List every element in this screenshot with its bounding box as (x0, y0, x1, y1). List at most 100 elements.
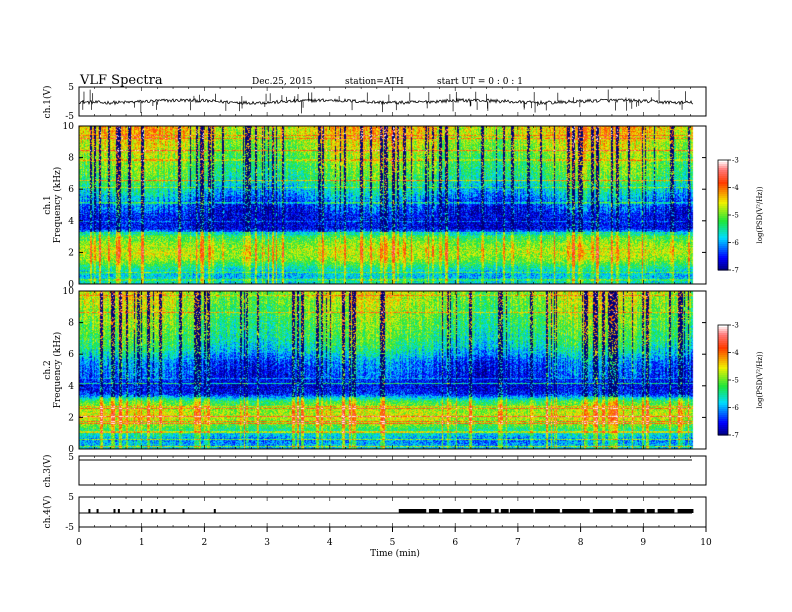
x-tick-label-7: 7 (515, 538, 521, 548)
ch2-colorbar-tick-label--5: -5 (732, 377, 739, 385)
ch2-colorbar-swatch (718, 419, 728, 422)
x-tick-label-1: 1 (139, 538, 145, 548)
ch1-colorbar-swatch (718, 160, 728, 163)
ch4-pulse (151, 509, 154, 513)
ch2-colorbar-swatch (718, 383, 728, 386)
ch4-pulse (500, 509, 509, 513)
ch2-colorbar-swatch (718, 409, 728, 412)
ch1-spec-ytick-label-2: 2 (68, 248, 74, 258)
ch2-colorbar-swatch (718, 359, 728, 362)
ch1-colorbar-swatch (718, 210, 728, 213)
ch1-colorbar-swatch (718, 264, 728, 267)
ch2-colorbar-swatch (718, 403, 728, 406)
ch2-colorbar-swatch (718, 395, 728, 398)
ch1-colorbar-swatch (718, 182, 728, 185)
ch2-colorbar-swatch (718, 335, 728, 338)
x-tick-label-0: 0 (76, 538, 82, 548)
ch1-ytick-top: 5 (68, 83, 74, 93)
ch4-ytick-bottom: -5 (65, 523, 74, 533)
ch1-colorbar-swatch (718, 188, 728, 191)
ch2-colorbar-swatch (718, 333, 728, 336)
ch2-colorbar-swatch (718, 415, 728, 418)
ch1-spec-ytick-label-4: 4 (68, 217, 74, 227)
ch1-colorbar-swatch (718, 218, 728, 221)
ch1-colorbar-swatch (718, 172, 728, 175)
ch1-colorbar-swatch (718, 244, 728, 247)
ch2-spec-ytick-label-2: 2 (68, 413, 74, 423)
ch1-colorbar-swatch (718, 222, 728, 225)
ch1-colorbar-swatch (718, 252, 728, 255)
ch2-colorbar-swatch (718, 377, 728, 380)
ch2-spectrogram-image (79, 291, 706, 449)
ch1-colorbar-swatch (718, 266, 728, 269)
x-tick-label-10: 10 (700, 538, 712, 548)
ch1-colorbar-tick-label--6: -6 (732, 239, 739, 247)
ch1-colorbar-swatch (718, 216, 728, 219)
ch1-voltage-ylabel: ch.1(V) (42, 86, 53, 119)
time-axis: 0 1 2 3 4 5 6 7 8 9 10 (76, 87, 712, 548)
ch4-pulse (630, 509, 645, 513)
ch2-colorbar-swatch (718, 433, 728, 436)
ch4-pulse (96, 509, 99, 513)
ch1-colorbar-swatch (718, 208, 728, 211)
ch4-pulse (113, 509, 116, 513)
ch1-colorbar-swatch (718, 238, 728, 241)
ch4-pulse (182, 509, 185, 513)
ch1-colorbar-tick-label--3: -3 (732, 157, 739, 165)
ch4-pulse (615, 509, 628, 513)
ch1-colorbar-swatch (718, 166, 728, 169)
ch2-colorbar-swatch (718, 357, 728, 360)
ch2-colorbar-swatch (718, 407, 728, 410)
ch2-colorbar-label: log(PSD(V²/Hz)) (756, 351, 764, 408)
x-tick-label-4: 4 (327, 538, 333, 548)
ch1-spectrogram-yticks: 0 2 4 6 8 10 (63, 122, 706, 290)
ch2-colorbar-swatch (718, 411, 728, 414)
ch1-colorbar-swatch (718, 224, 728, 227)
ch1-colorbar-swatch (718, 162, 728, 165)
ch1-colorbar-swatch (718, 258, 728, 261)
ch4-pulse (398, 509, 427, 513)
ch2-colorbar-swatch (718, 363, 728, 366)
ch2-colorbar-swatch (718, 347, 728, 350)
ch1-colorbar-swatch (718, 180, 728, 183)
ch2-colorbar-swatch (718, 351, 728, 354)
ch2-colorbar-swatch (718, 417, 728, 420)
ch1-colorbar-swatch (718, 194, 728, 197)
ch4-pulse (213, 509, 216, 513)
ch1-colorbar-swatch (718, 240, 728, 243)
ch2-colorbar-swatch (718, 343, 728, 346)
ch4-pulse (463, 509, 478, 513)
ch2-colorbar-swatch (718, 325, 728, 328)
ch1-colorbar-tick-label--7: -7 (732, 267, 739, 275)
ch4-pulse (428, 509, 440, 513)
ch1-colorbar-swatch (718, 232, 728, 235)
ch2-colorbar-swatch (718, 341, 728, 344)
ch1-spectrogram-channel-label: ch.1 (43, 195, 53, 214)
ch2-spec-ytick-label-10: 10 (63, 287, 75, 297)
ch1-colorbar-swatch (718, 226, 728, 229)
station-label: station=ATH (345, 77, 404, 87)
ch1-colorbar-swatch (718, 236, 728, 239)
ch4-pulse (117, 509, 120, 513)
ch2-colorbar-swatch (718, 421, 728, 424)
start-time-label: start UT = 0 : 0 : 1 (437, 77, 523, 87)
ch3-voltage-ylabel: ch.3(V) (42, 455, 53, 488)
ch1-colorbar-swatch (718, 250, 728, 253)
ch4-ytick-top: 5 (68, 493, 74, 503)
ch2-spectrogram-ylabel: Frequency (kHz) (52, 332, 63, 409)
ch2-colorbar-tick-label--4: -4 (732, 349, 739, 357)
ch1-colorbar-swatch (718, 176, 728, 179)
ch4-pulse (479, 509, 492, 513)
ch2-colorbar: -3 -4 -5 -6 -7 (717, 322, 739, 440)
ch2-colorbar-swatch (718, 401, 728, 404)
ch1-colorbar-swatch (718, 262, 728, 265)
ch1-colorbar-swatch (718, 212, 728, 215)
ch2-colorbar-swatch (718, 379, 728, 382)
ch4-pulse (657, 509, 675, 513)
ch2-colorbar-swatch (718, 427, 728, 430)
x-tick-label-3: 3 (264, 538, 270, 548)
ch4-voltage-ylabel: ch.4(V) (42, 496, 53, 529)
x-tick-label-8: 8 (578, 538, 584, 548)
